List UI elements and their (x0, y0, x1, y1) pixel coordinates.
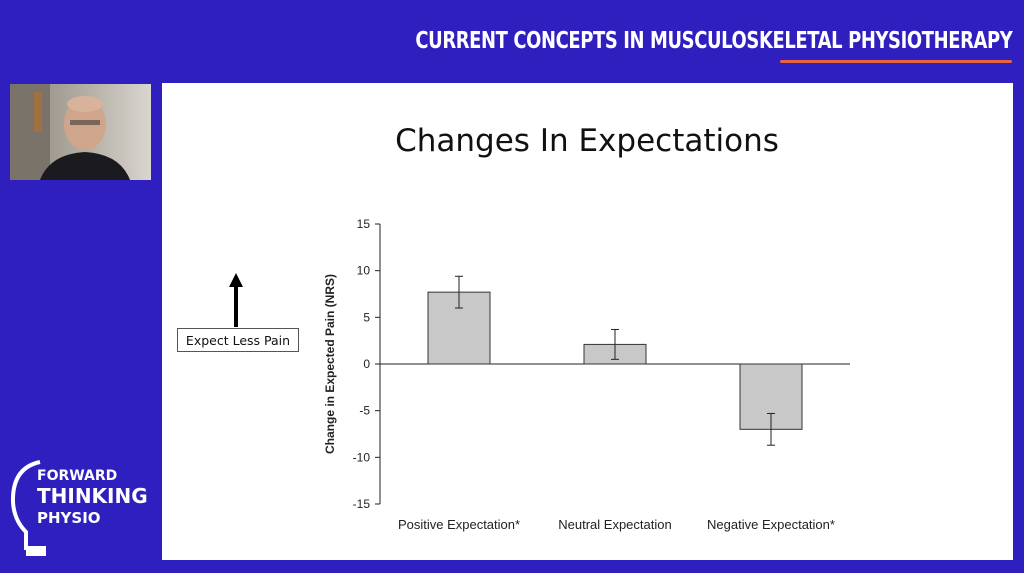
y-tick-label: -5 (359, 404, 370, 418)
header-underline (780, 60, 1012, 63)
y-tick-label: -10 (353, 450, 371, 464)
y-tick-label: 10 (357, 264, 371, 278)
logo-line-physio: PHYSIO (37, 509, 101, 527)
category-label: Positive Expectation* (398, 517, 520, 532)
presenter-webcam-icon (10, 84, 151, 180)
category-label: Negative Expectation* (707, 517, 835, 532)
presenter-webcam (10, 84, 151, 180)
logo-line-thinking: THINKING (37, 484, 148, 508)
bar (427, 291, 491, 365)
slide-title: Changes In Expectations (395, 123, 779, 159)
slide-panel: Changes In Expectations Expect Less Pain… (162, 83, 1013, 560)
y-tick-label: 0 (363, 357, 370, 371)
logo-line-forward: FORWARD (37, 468, 118, 484)
up-arrow-icon (229, 273, 243, 327)
lightbulb-icon (10, 460, 46, 556)
forward-thinking-physio-logo: FORWARD THINKING PHYSIO (10, 458, 160, 563)
y-tick-label: -15 (353, 497, 371, 511)
y-tick-label: 5 (363, 310, 370, 324)
header-title: CURRENT CONCEPTS IN MUSCULOSKELETAL PHYS… (415, 28, 1012, 54)
y-tick-label: 15 (357, 217, 371, 231)
expect-less-pain-label: Expect Less Pain (177, 328, 299, 352)
bar-chart: 15 10 5 0 -5 -10 -15 Change in Expected Pain (N… (323, 217, 850, 532)
category-label: Neutral Expectation (558, 517, 671, 532)
y-axis-label: Change in Expected Pain (NRS) (323, 274, 337, 454)
